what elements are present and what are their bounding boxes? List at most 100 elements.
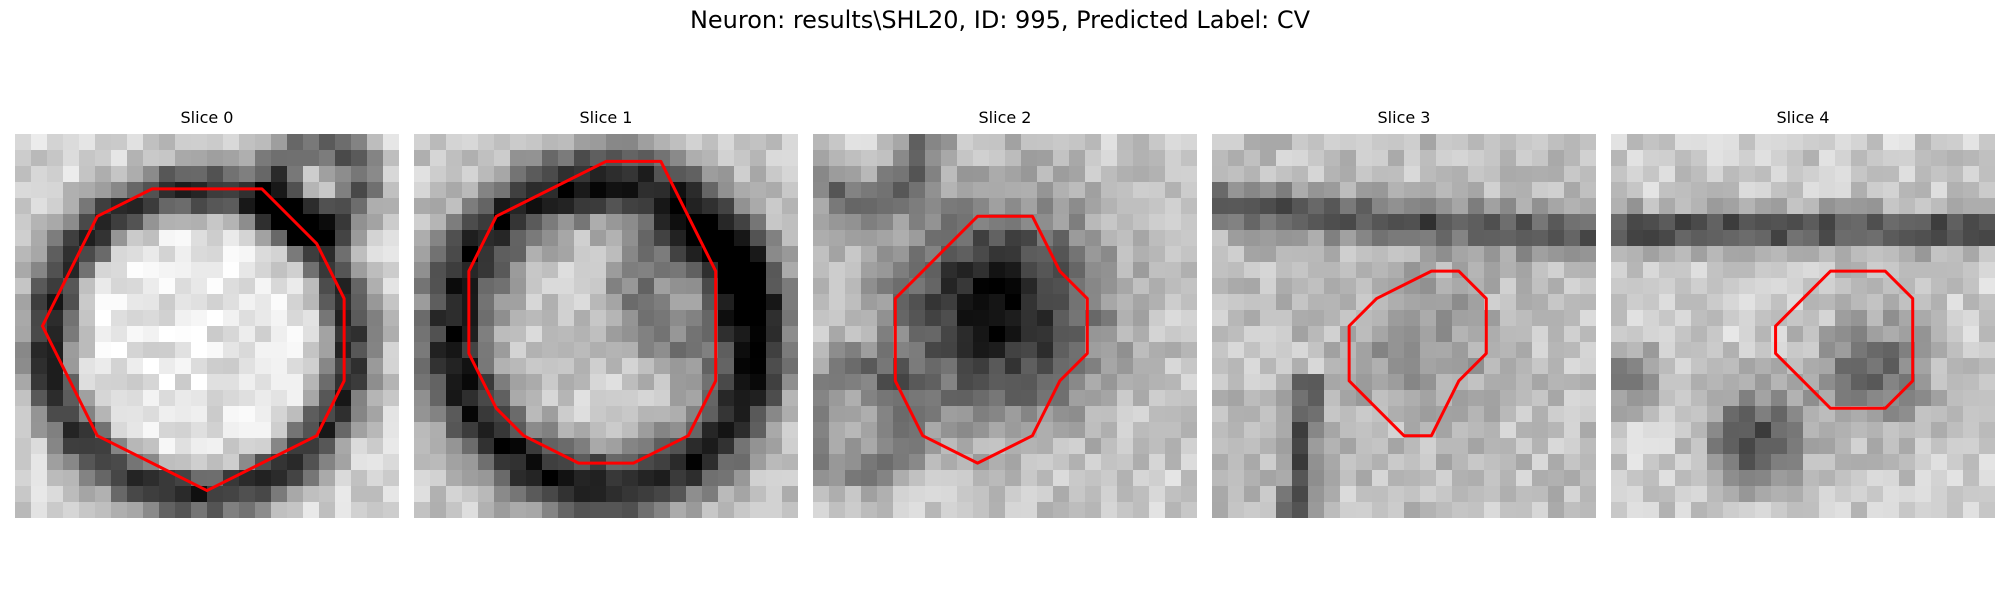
pixel	[1356, 406, 1373, 423]
pixel	[31, 246, 48, 263]
pixel	[1611, 246, 1628, 263]
pixel	[462, 374, 479, 391]
pixel	[1867, 358, 1884, 375]
pixel	[973, 246, 990, 263]
pixel	[590, 342, 607, 359]
pixel	[446, 390, 463, 407]
pixel	[638, 470, 655, 487]
pixel	[925, 406, 942, 423]
pixel	[1244, 134, 1261, 151]
pixel	[1053, 134, 1070, 151]
pixel	[909, 198, 926, 215]
pixel	[670, 310, 687, 327]
pixel	[1867, 134, 1884, 151]
pixel	[686, 486, 703, 503]
pixel	[478, 262, 495, 279]
pixel	[1053, 422, 1070, 439]
pixel	[15, 486, 32, 503]
pixel	[1675, 406, 1692, 423]
pixel	[223, 230, 240, 247]
pixel	[462, 502, 479, 518]
pixel	[95, 454, 112, 471]
pixel	[1276, 166, 1293, 183]
pixel	[1244, 230, 1261, 247]
pixel	[1308, 214, 1325, 231]
pixel	[1308, 182, 1325, 199]
pixel	[1452, 406, 1469, 423]
pixel	[1532, 166, 1549, 183]
pixel	[1851, 214, 1868, 231]
pixel	[1787, 294, 1804, 311]
pixel	[1308, 342, 1325, 359]
pixel	[175, 374, 192, 391]
pixel	[303, 374, 320, 391]
pixel	[1659, 310, 1676, 327]
pixel	[1181, 470, 1197, 487]
pixel	[95, 150, 112, 167]
pixel	[1675, 182, 1692, 199]
pixel	[1787, 406, 1804, 423]
pixel	[542, 214, 559, 231]
pixel	[1500, 454, 1517, 471]
pixel	[845, 326, 862, 343]
pixel	[925, 326, 942, 343]
pixel	[1915, 134, 1932, 151]
pixel	[1324, 198, 1341, 215]
pixel	[1069, 342, 1086, 359]
pixel	[989, 166, 1006, 183]
pixel	[1484, 374, 1501, 391]
pixel	[1675, 502, 1692, 518]
pixel	[1915, 150, 1932, 167]
pixel	[63, 166, 80, 183]
pixel	[15, 502, 32, 518]
pixel	[1675, 262, 1692, 279]
pixel	[1085, 342, 1102, 359]
pixel	[383, 438, 399, 455]
pixel	[159, 166, 176, 183]
pixel	[1292, 230, 1309, 247]
pixel	[111, 262, 128, 279]
pixel	[1564, 150, 1581, 167]
pixel	[111, 454, 128, 471]
pixel	[1484, 342, 1501, 359]
pixel	[1452, 358, 1469, 375]
pixel	[191, 422, 208, 439]
pixel	[670, 278, 687, 295]
pixel	[1037, 454, 1054, 471]
pixel	[1627, 358, 1644, 375]
pixel	[111, 134, 128, 151]
pixel	[1516, 406, 1533, 423]
pixel	[1675, 470, 1692, 487]
pixel	[1867, 182, 1884, 199]
pixel	[351, 422, 368, 439]
pixel	[766, 470, 783, 487]
pixel	[1021, 182, 1038, 199]
pixel	[782, 422, 798, 439]
pixel	[15, 230, 32, 247]
pixel	[1532, 246, 1549, 263]
pixel	[1627, 406, 1644, 423]
pixel	[1659, 486, 1676, 503]
pixel	[654, 358, 671, 375]
pixel	[782, 406, 798, 423]
pixel	[63, 422, 80, 439]
pixel	[319, 278, 336, 295]
pixel	[271, 278, 288, 295]
pixel	[127, 246, 144, 263]
pixel	[1085, 182, 1102, 199]
pixel	[1500, 214, 1517, 231]
pixel	[63, 198, 80, 215]
pixel	[1739, 358, 1756, 375]
pixel	[351, 182, 368, 199]
pixel	[367, 454, 384, 471]
slice-title: Slice 4	[1776, 108, 1830, 127]
pixel	[287, 310, 304, 327]
pixel	[1931, 198, 1948, 215]
pixel	[606, 326, 623, 343]
pixel	[1564, 230, 1581, 247]
pixel	[1723, 486, 1740, 503]
pixel	[159, 294, 176, 311]
pixel	[1739, 422, 1756, 439]
pixel	[1181, 438, 1197, 455]
pixel	[494, 470, 511, 487]
